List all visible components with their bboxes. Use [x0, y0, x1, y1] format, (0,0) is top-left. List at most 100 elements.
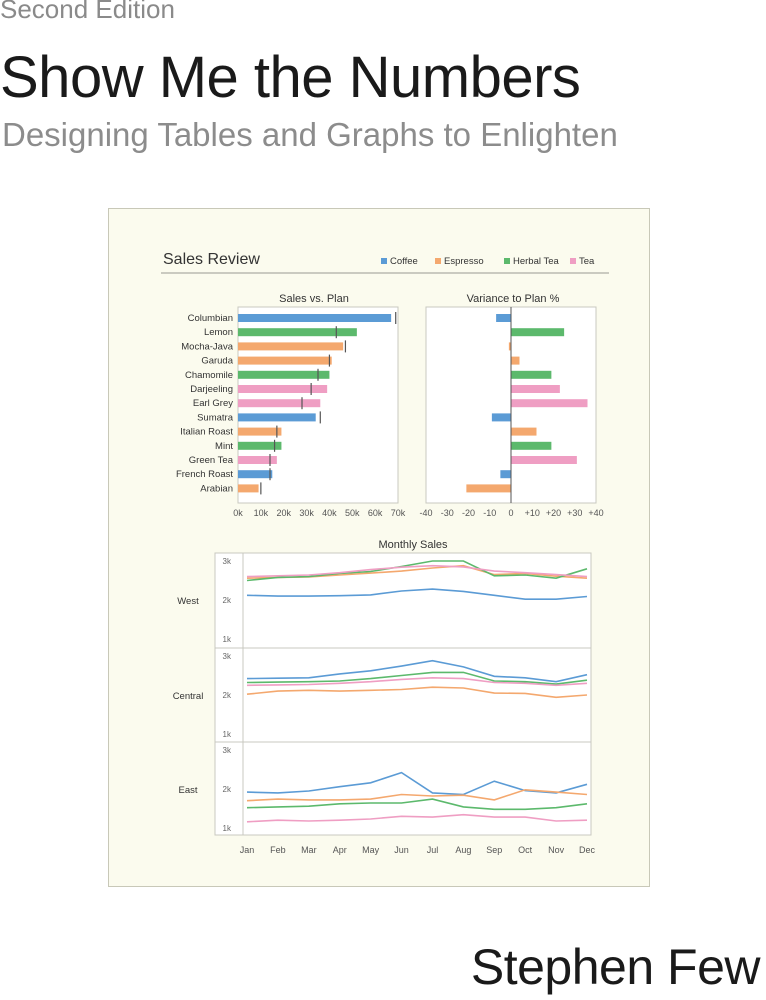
month-tick: Mar: [301, 845, 317, 855]
sales-bar: [238, 470, 273, 479]
sales-bar: [238, 456, 277, 464]
variance-x-tick: -20: [462, 508, 475, 518]
variance-x-tick: +30: [567, 508, 582, 518]
monthly-y-tick: 2k: [223, 596, 232, 605]
variance-x-tick: -10: [483, 508, 496, 518]
variance-bar: [466, 484, 511, 493]
variance-bar: [511, 385, 560, 393]
month-tick: Aug: [455, 845, 471, 855]
monthly-y-tick: 2k: [223, 785, 232, 794]
variance-x-tick: -30: [441, 508, 454, 518]
variance-bar: [511, 456, 577, 464]
series-line-west-tea: [246, 564, 588, 578]
dashboard-panel: Sales Review Coffee Espresso Herbal Tea Tea…: [108, 208, 650, 887]
variance-x-tick: +10: [525, 508, 540, 518]
variance-chart: -40 -30 -20 -10 0 +10 +20 +30 +40: [419, 306, 604, 518]
month-tick: Dec: [579, 845, 596, 855]
series-line-central-tea: [246, 676, 588, 687]
month-tick: Jan: [240, 845, 255, 855]
category-label: Darjeeling: [190, 384, 233, 395]
sales-x-tick: 70k: [391, 508, 406, 518]
variance-x-tick: 0: [508, 508, 513, 518]
sales-bar: [238, 385, 328, 393]
legend-swatch-espresso: [435, 258, 441, 264]
monthly-y-tick: 1k: [223, 824, 232, 833]
monthly-y-tick: 2k: [223, 691, 232, 700]
series-line-east-espresso: [246, 788, 588, 802]
variance-bar: [500, 470, 511, 479]
monthly-y-tick: 3k: [223, 746, 232, 755]
sales-x-tick: 50k: [345, 508, 360, 518]
author-name: Stephen Few: [470, 939, 761, 995]
variance-bar: [511, 370, 552, 379]
series-line-east-herbal-tea: [246, 798, 588, 811]
sales-bar: [238, 484, 259, 493]
category-label: Columbian: [188, 313, 233, 324]
region-label-east: East: [178, 785, 197, 796]
variance-bar: [511, 356, 520, 365]
monthly-y-tick: 3k: [223, 652, 232, 661]
sales-bar: [238, 370, 330, 379]
variance-bar: [511, 427, 537, 436]
monthly-y-tick: 3k: [223, 557, 232, 566]
month-tick: Nov: [548, 845, 565, 855]
book-title: Show Me the Numbers: [0, 45, 581, 110]
category-label: French Roast: [176, 469, 233, 480]
series-line-west-coffee: [246, 588, 588, 601]
legend-swatch-tea: [570, 258, 576, 264]
month-tick: Oct: [518, 845, 533, 855]
series-line-east-tea: [246, 813, 588, 823]
sales-bar: [238, 399, 321, 408]
region-label-central: Central: [173, 691, 204, 702]
variance-x-tick: -40: [419, 508, 432, 518]
sales-vs-plan-chart: Columbian Lemon Mocha-Java Garuda Chamomile D…: [176, 306, 406, 518]
category-label: Mocha-Java: [181, 341, 233, 352]
month-tick: Jun: [394, 845, 409, 855]
legend-swatch-coffee: [381, 258, 387, 264]
sales-bar: [238, 328, 357, 337]
category-label: Garuda: [201, 356, 233, 367]
category-label: Mint: [215, 441, 233, 452]
sales-x-tick: 20k: [276, 508, 291, 518]
category-label: Chamomile: [185, 370, 233, 381]
month-tick: Jul: [427, 845, 439, 855]
sales-x-tick: 0k: [233, 508, 243, 518]
monthly-y-tick: 1k: [223, 635, 232, 644]
sales-x-tick: 30k: [299, 508, 314, 518]
category-label: Earl Grey: [193, 398, 233, 409]
variance-bar: [511, 399, 588, 408]
month-tick: Apr: [333, 845, 347, 855]
month-tick: May: [362, 845, 380, 855]
category-label: Sumatra: [197, 412, 234, 423]
legend-swatch-herbal-tea: [504, 258, 510, 264]
sales-vs-plan-title: Sales vs. Plan: [279, 293, 349, 305]
book-subtitle: Designing Tables and Graphs to Enlighten: [2, 116, 618, 153]
month-tick: Feb: [270, 845, 286, 855]
sales-bar: [238, 342, 344, 351]
monthly-sales-chart: West 1k 2k 3k Central 1k 2k 3k East 1k 2k 3k Jan Feb M…: [173, 552, 596, 855]
series-line-central-espresso: [246, 686, 588, 699]
legend-label-coffee: Coffee: [390, 256, 418, 267]
variance-bar: [511, 441, 552, 450]
dashboard-chart: Sales Review Coffee Espresso Herbal Tea Tea…: [161, 251, 609, 855]
variance-x-tick: +40: [588, 508, 603, 518]
variance-bar: [511, 328, 565, 337]
sales-bar: [238, 356, 332, 365]
variance-bar: [496, 314, 511, 322]
sales-x-tick: 40k: [322, 508, 337, 518]
variance-bar: [508, 342, 511, 351]
series-line-west-herbal-tea: [246, 560, 588, 582]
variance-title: Variance to Plan %: [467, 293, 560, 305]
legend-label-tea: Tea: [579, 256, 595, 267]
category-label: Arabian: [200, 483, 233, 494]
category-label: Green Tea: [189, 455, 234, 466]
legend-label-herbal-tea: Herbal Tea: [513, 256, 559, 267]
variance-bar: [491, 413, 511, 422]
dashboard-title: Sales Review: [163, 251, 260, 268]
legend-label-espresso: Espresso: [444, 256, 484, 267]
legend: Coffee Espresso Herbal Tea Tea: [381, 256, 595, 267]
sales-bar: [238, 441, 282, 450]
sales-bar: [238, 314, 392, 322]
monthly-sales-title: Monthly Sales: [378, 539, 448, 551]
variance-x-tick: +20: [546, 508, 561, 518]
